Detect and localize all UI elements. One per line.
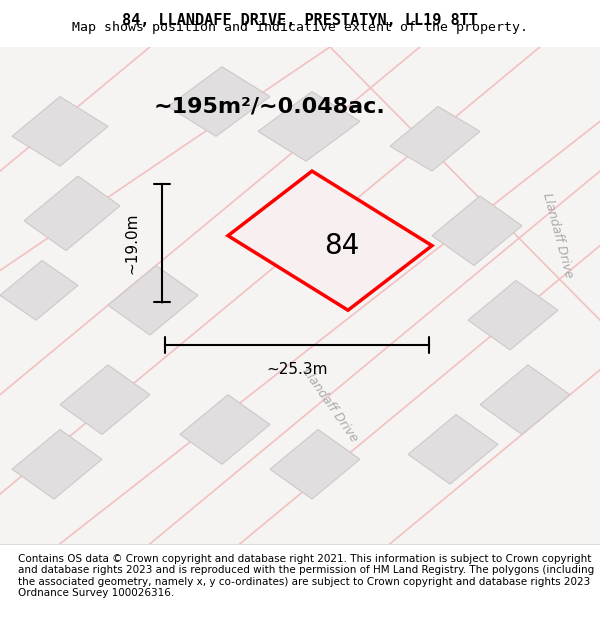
Polygon shape xyxy=(408,414,498,484)
Text: ~19.0m: ~19.0m xyxy=(125,213,140,274)
Polygon shape xyxy=(60,365,150,434)
Polygon shape xyxy=(12,96,108,166)
Polygon shape xyxy=(480,365,570,434)
Text: 84: 84 xyxy=(325,232,359,259)
Polygon shape xyxy=(24,176,120,251)
Polygon shape xyxy=(12,429,102,499)
Polygon shape xyxy=(180,395,270,464)
Polygon shape xyxy=(108,266,198,335)
Text: 84, LLANDAFF DRIVE, PRESTATYN, LL19 8TT: 84, LLANDAFF DRIVE, PRESTATYN, LL19 8TT xyxy=(122,13,478,28)
Text: Llandaff Drive: Llandaff Drive xyxy=(299,365,361,444)
Text: Llandaff Drive: Llandaff Drive xyxy=(541,192,575,280)
Text: Map shows position and indicative extent of the property.: Map shows position and indicative extent… xyxy=(72,21,528,34)
Polygon shape xyxy=(432,196,522,266)
Text: Contains OS data © Crown copyright and database right 2021. This information is : Contains OS data © Crown copyright and d… xyxy=(18,554,594,598)
Polygon shape xyxy=(0,261,78,320)
Polygon shape xyxy=(468,281,558,350)
Polygon shape xyxy=(390,106,480,171)
Text: ~25.3m: ~25.3m xyxy=(266,362,328,378)
Polygon shape xyxy=(270,429,360,499)
Polygon shape xyxy=(228,171,432,310)
Text: ~195m²/~0.048ac.: ~195m²/~0.048ac. xyxy=(154,96,386,116)
Polygon shape xyxy=(168,67,270,136)
Polygon shape xyxy=(258,92,360,161)
